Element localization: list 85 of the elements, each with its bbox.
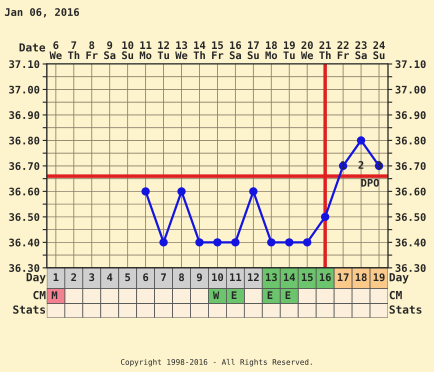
x-tick-label: 17	[338, 273, 349, 282]
x-tick-label: 8	[179, 273, 184, 282]
y-tick-label: 37.10	[9, 60, 40, 68]
x2-tick-label: 18 Mo	[265, 41, 278, 60]
point	[231, 238, 240, 247]
x2-tick-label: 17 Su	[248, 41, 259, 60]
text: M	[52, 291, 58, 299]
text: E	[286, 291, 290, 299]
y-tick-label: 36.50	[9, 213, 40, 221]
x2-tick-label: 10 Su	[122, 41, 134, 60]
y-tick-label: 36.60	[9, 188, 40, 196]
x-tick-label: 9	[196, 273, 202, 282]
x2-tick-label: 9 Sa	[104, 41, 116, 60]
x2-tick-label: 8 Fr	[86, 41, 98, 60]
chart-title: Jan 06, 2016	[4, 8, 80, 18]
x-tick-label: 5	[125, 273, 130, 282]
x2-tick-label: 24 Su	[373, 41, 385, 60]
x2-tick-label: 22 Fr	[337, 41, 349, 60]
y-tick-label: 36.30	[9, 264, 40, 272]
x2-tick-label: 7 Th	[68, 41, 80, 60]
annotation: 1	[340, 161, 346, 169]
y2-tick-label: 36.70	[396, 162, 426, 170]
point	[195, 238, 204, 247]
x-tick-label: 4	[107, 273, 112, 282]
x-tick-label: 13	[266, 273, 277, 282]
x2-tick-label: 13 We	[175, 41, 188, 60]
text: Date	[20, 43, 46, 52]
x-tick-label: 12	[248, 273, 259, 282]
text: E	[268, 291, 272, 299]
x2-tick-label: 16 Sa	[230, 41, 242, 60]
x-tick-label: 15	[302, 273, 313, 282]
x2-tick-label: 15 Fr	[212, 41, 224, 60]
x2-tick-label: 12 Tu	[158, 41, 169, 60]
text: Day	[26, 273, 46, 284]
y2-tick-label: 36.50	[396, 213, 426, 221]
x2-tick-label: 19 Tu	[283, 41, 295, 60]
text: CM	[390, 290, 402, 300]
point	[320, 212, 330, 222]
annotation: 2	[358, 161, 364, 169]
y2-tick-label: 36.80	[396, 136, 426, 145]
point	[213, 238, 222, 247]
point	[159, 238, 168, 247]
text: CM	[33, 290, 46, 300]
x-tick-label: 16	[320, 273, 331, 282]
text: W	[212, 291, 220, 299]
x2-tick-label: 6 We	[50, 41, 62, 60]
point	[356, 136, 366, 145]
x-tick-label: 6	[143, 273, 148, 282]
text: E	[232, 291, 236, 299]
x-tick-label: 1	[54, 273, 58, 282]
point	[141, 187, 150, 196]
text: Stats	[13, 305, 46, 314]
x2-tick-label: 20 We	[300, 41, 314, 60]
y2-tick-label: 37.10	[396, 60, 426, 68]
y-tick-label: 36.90	[9, 111, 40, 120]
y2-tick-label: 36.30	[396, 264, 426, 272]
y2-tick-label: 37.00	[396, 86, 426, 94]
x-tick-label: 7	[161, 273, 166, 282]
x-tick-label: 18	[356, 273, 367, 282]
y2-tick-label: 36.40	[396, 238, 426, 246]
x-tick-label: 11	[230, 273, 242, 282]
y2-tick-label: 36.90	[396, 111, 426, 120]
point	[249, 187, 258, 196]
x2-tick-label: 14 Th	[194, 41, 206, 60]
x2-tick-label: 21 Th	[319, 41, 331, 60]
annotation: DPO	[361, 178, 379, 187]
point	[303, 238, 312, 247]
y2-tick-label: 36.60	[396, 188, 426, 196]
point	[285, 238, 294, 247]
y-tick-label: 36.80	[9, 136, 40, 145]
x-tick-label: 14	[284, 273, 296, 282]
x-tick-label: 2	[71, 273, 76, 282]
x-tick-label: 10	[212, 273, 224, 282]
x-tick-label: 19	[374, 273, 385, 282]
y-tick-label: 37.00	[9, 86, 40, 94]
annotation: 3	[376, 161, 382, 169]
point	[177, 187, 186, 196]
x2-tick-label: 23 Sa	[355, 41, 367, 60]
y-tick-label: 36.70	[9, 162, 40, 170]
y-tick-label: 36.40	[9, 238, 40, 246]
text: Day	[390, 273, 409, 284]
x2-tick-label: 11 Mo	[140, 41, 152, 60]
point	[267, 238, 276, 247]
x-tick-label: 3	[89, 273, 94, 282]
text: Stats	[390, 305, 422, 314]
